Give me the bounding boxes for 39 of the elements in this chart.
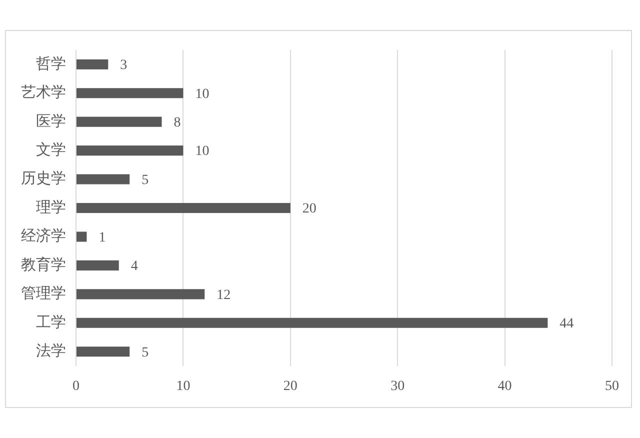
data-label: 5	[142, 172, 149, 188]
y-tick-label: 文学	[36, 141, 66, 158]
data-label: 10	[195, 144, 210, 160]
bar	[76, 202, 290, 214]
data-label: 12	[216, 288, 231, 303]
bar	[76, 318, 548, 328]
data-label: 8	[174, 115, 181, 130]
x-tick-label: 0	[72, 379, 80, 394]
y-tick-label: 医学	[36, 112, 66, 130]
bar	[76, 260, 119, 270]
y-tick-label: 艺术学	[21, 84, 66, 102]
bar	[76, 116, 162, 127]
x-tick-label: 30	[390, 379, 405, 394]
bar	[76, 232, 87, 242]
y-tick-label: 工学	[36, 314, 66, 331]
bar	[76, 146, 184, 156]
y-tick-label: 经济学	[21, 228, 66, 245]
bar	[76, 174, 130, 184]
data-label: 10	[195, 86, 210, 102]
x-tick-label: 10	[176, 379, 190, 394]
y-tick-label: 法学	[36, 342, 66, 360]
data-label: 5	[142, 345, 149, 360]
y-tick-label: 理学	[36, 198, 66, 216]
data-label: 44	[560, 316, 574, 332]
x-tick-label: 40	[498, 379, 512, 394]
data-label: 20	[302, 202, 316, 217]
y-tick-label: 哲学	[36, 55, 66, 72]
data-label: 3	[120, 58, 128, 74]
y-tick-label: 教育学	[21, 256, 66, 274]
bar	[76, 59, 108, 70]
x-tick-label: 20	[283, 379, 298, 394]
y-tick-label: 管理学	[21, 285, 66, 302]
bar	[76, 88, 184, 98]
x-tick-label: 50	[605, 379, 619, 394]
y-tick-label: 历史学	[21, 170, 66, 188]
data-label: 4	[130, 259, 138, 274]
bar	[76, 289, 205, 300]
bar	[76, 346, 130, 357]
data-label: 1	[98, 230, 106, 246]
